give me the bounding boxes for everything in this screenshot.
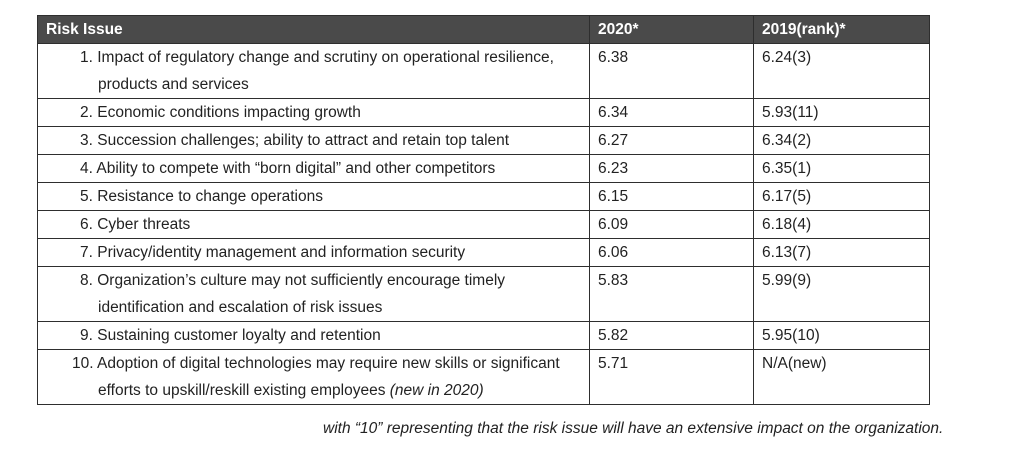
risk-issue-cell: 5. Resistance to change operations <box>37 182 590 211</box>
score-2020-cell: 6.23 <box>589 154 754 183</box>
risk-issue-cell: 2. Economic conditions impacting growth <box>37 98 590 127</box>
score-2020-cell: 6.38 <box>589 43 754 99</box>
score-2019-rank-cell: N/A(new) <box>753 349 930 405</box>
risk-issues-table: Risk Issue 2020* 2019(rank)* 1. Impact o… <box>37 15 930 405</box>
table-row: 8. Organization’s culture may not suffic… <box>37 266 930 322</box>
score-2020-cell: 6.09 <box>589 210 754 239</box>
table-row: 5. Resistance to change operations 6.15 … <box>37 182 930 211</box>
score-2019-rank-cell: 6.34(2) <box>753 126 930 155</box>
score-2019-rank-cell: 5.95(10) <box>753 321 930 350</box>
table-row: 1. Impact of regulatory change and scrut… <box>37 43 930 99</box>
table-row: 9. Sustaining customer loyalty and reten… <box>37 321 930 350</box>
table-row: 6. Cyber threats 6.09 6.18(4) <box>37 210 930 239</box>
table-row: 3. Succession challenges; ability to att… <box>37 126 930 155</box>
score-2020-cell: 6.34 <box>589 98 754 127</box>
risk-issue-cell: 7. Privacy/identity management and infor… <box>37 238 590 267</box>
score-2019-rank-cell: 6.35(1) <box>753 154 930 183</box>
risk-issue-cell: 9. Sustaining customer loyalty and reten… <box>37 321 590 350</box>
table-header-row: Risk Issue 2020* 2019(rank)* <box>37 15 930 44</box>
header-2020: 2020* <box>589 15 754 44</box>
score-2019-rank-cell: 6.17(5) <box>753 182 930 211</box>
score-2020-cell: 5.82 <box>589 321 754 350</box>
table-row: 7. Privacy/identity management and infor… <box>37 238 930 267</box>
risk-issue-cell: 10. Adoption of digital technologies may… <box>37 349 590 405</box>
score-2019-rank-cell: 5.93(11) <box>753 98 930 127</box>
score-2020-cell: 5.83 <box>589 266 754 322</box>
score-2019-rank-cell: 6.18(4) <box>753 210 930 239</box>
risk-issue-cell: 4. Ability to compete with “born digital… <box>37 154 590 183</box>
score-2019-rank-cell: 5.99(9) <box>753 266 930 322</box>
table-row: 4. Ability to compete with “born digital… <box>37 154 930 183</box>
score-2020-cell: 5.71 <box>589 349 754 405</box>
risk-issue-cell: 3. Succession challenges; ability to att… <box>37 126 590 155</box>
table-footnote: with “10” representing that the risk iss… <box>323 420 944 437</box>
score-2019-rank-cell: 6.13(7) <box>753 238 930 267</box>
score-2019-rank-cell: 6.24(3) <box>753 43 930 99</box>
table-row: 2. Economic conditions impacting growth … <box>37 98 930 127</box>
header-2019-rank: 2019(rank)* <box>753 15 930 44</box>
score-2020-cell: 6.15 <box>589 182 754 211</box>
risk-issue-text: 10. Adoption of digital technologies may… <box>72 355 560 399</box>
risk-issue-cell: 1. Impact of regulatory change and scrut… <box>37 43 590 99</box>
header-risk-issue: Risk Issue <box>37 15 590 44</box>
risk-issue-cell: 6. Cyber threats <box>37 210 590 239</box>
new-in-2020-note: (new in 2020) <box>389 382 484 399</box>
score-2020-cell: 6.06 <box>589 238 754 267</box>
risk-issue-cell: 8. Organization’s culture may not suffic… <box>37 266 590 322</box>
score-2020-cell: 6.27 <box>589 126 754 155</box>
table-row: 10. Adoption of digital technologies may… <box>37 349 930 405</box>
